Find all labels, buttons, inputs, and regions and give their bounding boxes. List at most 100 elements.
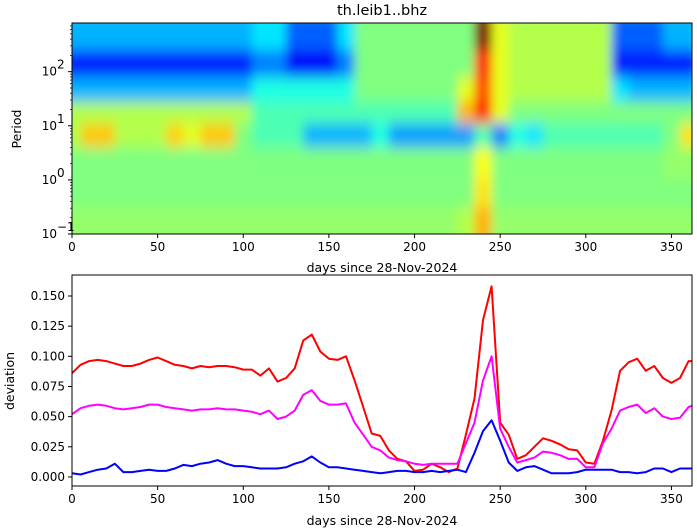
- heatmap-cell: [525, 50, 544, 78]
- heatmap-cell: [491, 123, 510, 148]
- heatmap-cell: [577, 206, 595, 234]
- heatmap-cell: [388, 179, 407, 208]
- heatmap-cell: [423, 123, 441, 148]
- heatmap-cell: [371, 206, 390, 234]
- heatmap-cell: [560, 50, 578, 78]
- heatmap-cell: [114, 206, 133, 234]
- heatmap-cell: [611, 147, 630, 181]
- heatmap-cell: [234, 23, 253, 51]
- heatmap-cell: [303, 123, 321, 148]
- heatmap-cell: [662, 147, 681, 181]
- heatmap-cell: [80, 77, 99, 103]
- heatmap-cell: [611, 23, 630, 51]
- heatmap-cell: [149, 77, 167, 103]
- y-tick-label: 10: [42, 119, 57, 133]
- heatmap-cell: [645, 50, 664, 78]
- heatmap-cell: [183, 101, 201, 125]
- heatmap-cell: [268, 179, 287, 208]
- heatmap-cell: [303, 206, 321, 234]
- x-tick-label: 100: [232, 240, 255, 254]
- heatmap-cell: [423, 206, 441, 234]
- heatmap-cell: [405, 50, 424, 78]
- heatmap-cell: [440, 23, 458, 51]
- heatmap-cell: [474, 101, 493, 125]
- heatmap-cell: [354, 77, 373, 103]
- heatmap-cell: [405, 206, 424, 234]
- heatmap-cell: [80, 23, 99, 51]
- heatmap-cell: [183, 147, 201, 181]
- heatmap-cell: [80, 179, 99, 208]
- heatmap-cell: [337, 123, 356, 148]
- x-tick-label: 200: [403, 240, 426, 254]
- heatmap-cell: [131, 206, 150, 234]
- heatmap-cell: [149, 50, 167, 78]
- x-tick-label: 50: [150, 492, 165, 506]
- y-tick-exponent: −1: [57, 220, 75, 234]
- heatmap-cell: [457, 23, 475, 51]
- heatmap-cell: [114, 147, 133, 181]
- heatmap-cell: [286, 101, 304, 125]
- heatmap-cell: [508, 77, 527, 103]
- heatmap-cell: [388, 123, 407, 148]
- heatmap-cell: [560, 123, 578, 148]
- line-x-ticks: 0 50 100 150 200 250 300 350: [68, 486, 683, 506]
- heatmap-cell: [611, 77, 630, 103]
- heatmap-cell: [114, 23, 133, 51]
- heatmap-cell: [525, 23, 544, 51]
- heatmap-cell: [405, 147, 424, 181]
- heatmap-cell: [594, 23, 613, 51]
- heatmap-cell: [628, 101, 647, 125]
- heatmap-cell: [388, 101, 407, 125]
- heatmap-cell: [114, 123, 133, 148]
- heatmap-cell: [183, 206, 201, 234]
- heatmap-cell: [200, 123, 219, 148]
- heatmap-cell: [354, 50, 373, 78]
- heatmap-cell: [337, 77, 356, 103]
- heatmap-cell: [628, 123, 647, 148]
- heatmap-cell: [217, 206, 236, 234]
- heatmap-cell: [611, 179, 630, 208]
- heatmap-cell: [97, 179, 116, 208]
- heatmap-cell: [371, 179, 390, 208]
- heatmap-cell: [97, 77, 116, 103]
- heatmap-cell: [131, 23, 150, 51]
- heatmap-cell: [525, 123, 544, 148]
- heatmap-cell: [542, 50, 561, 78]
- heatmap-cell: [72, 50, 82, 78]
- heatmap-cell: [320, 77, 338, 103]
- heatmap-cell: [72, 123, 82, 148]
- heatmap-cell: [405, 77, 424, 103]
- heatmap-cell: [303, 77, 321, 103]
- heatmap-cell: [251, 147, 270, 181]
- heatmap-cell: [491, 23, 510, 51]
- heatmap-cell: [149, 206, 167, 234]
- series-line-2: [72, 419, 692, 476]
- heatmap-cell: [183, 123, 201, 148]
- heatmap-cell: [166, 101, 184, 125]
- line-y-label: deviation: [2, 352, 17, 410]
- heatmap-cell: [542, 123, 561, 148]
- heatmap-cell: [680, 77, 692, 103]
- heatmap-cell: [645, 206, 664, 234]
- heatmap-cell: [251, 50, 270, 78]
- heatmap-cell: [577, 147, 595, 181]
- x-tick-label: 50: [150, 240, 165, 254]
- heatmap-cell: [268, 23, 287, 51]
- heatmap-cell: [131, 147, 150, 181]
- heatmap-cell: [371, 50, 390, 78]
- heatmap-cell: [320, 123, 338, 148]
- heatmap-cell: [508, 101, 527, 125]
- x-tick-label: 0: [68, 492, 76, 506]
- heatmap-cell: [131, 77, 150, 103]
- heatmap-cell: [680, 123, 692, 148]
- heatmap-cell: [662, 206, 681, 234]
- heatmap-cell: [628, 206, 647, 234]
- heatmap-cell: [577, 50, 595, 78]
- heatmap-cell: [594, 206, 613, 234]
- heatmap-cell: [577, 23, 595, 51]
- heatmap-cell: [474, 77, 493, 103]
- heatmap-cell: [234, 147, 253, 181]
- line-series: [72, 285, 692, 476]
- heatmap-cell: [662, 77, 681, 103]
